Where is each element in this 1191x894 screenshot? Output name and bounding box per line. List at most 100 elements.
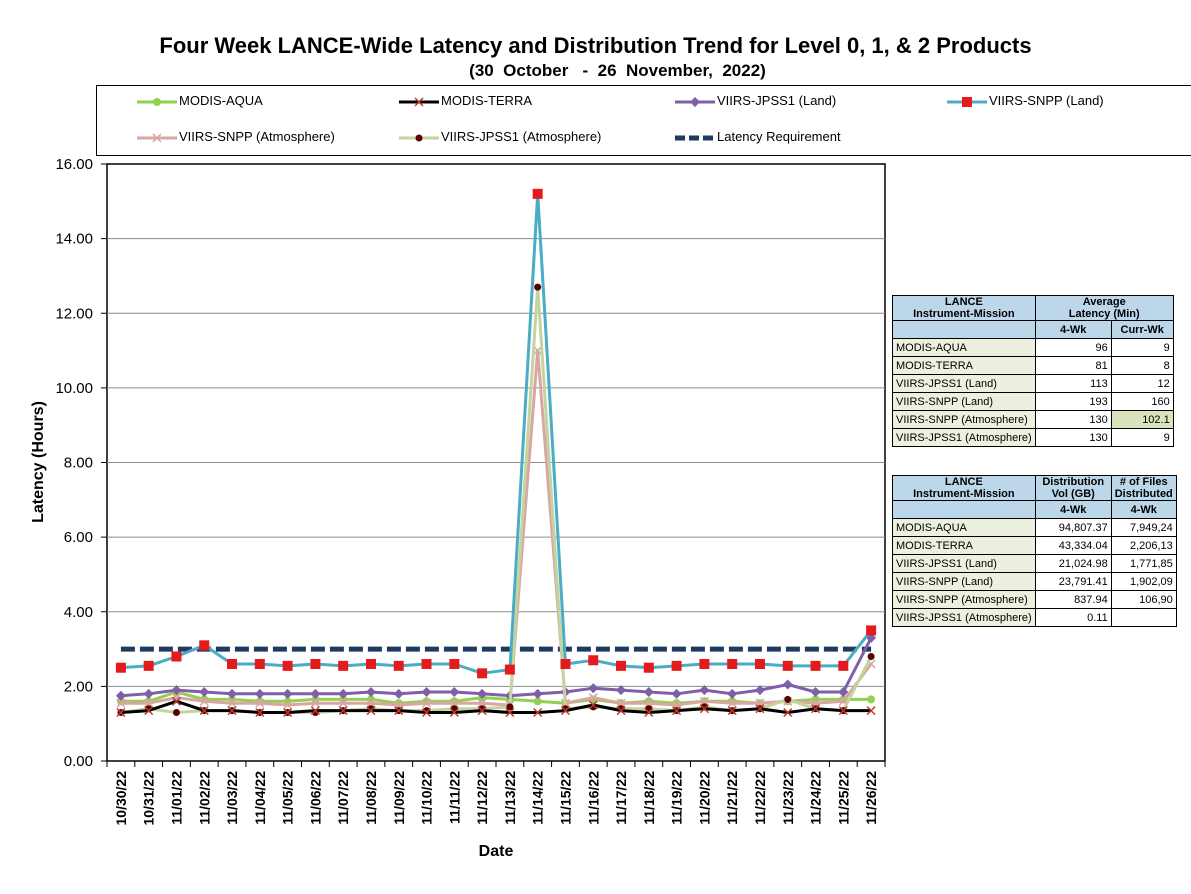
data-point [838, 660, 849, 671]
y-tick-label: 8.00 [64, 455, 93, 472]
series-viirs-snpp-land [115, 188, 877, 679]
legend-swatch [137, 97, 177, 106]
data-point [782, 679, 793, 690]
data-point [588, 693, 598, 703]
y-tick-label: 4.00 [64, 604, 93, 621]
data-point [699, 658, 710, 669]
data-point [699, 704, 709, 714]
series-group [115, 188, 877, 718]
legend-label: MODIS-TERRA [441, 93, 532, 108]
series-line [120, 192, 873, 675]
data-point [644, 707, 654, 718]
data-point [754, 685, 765, 696]
x-tick-label: 11/22/22 [752, 771, 768, 825]
data-point [783, 707, 793, 718]
y-tick-label: 10.00 [55, 380, 93, 397]
x-tick-label: 11/19/22 [669, 771, 685, 825]
data-point [810, 686, 821, 697]
x-tick-label: 11/16/22 [585, 771, 601, 825]
data-point [254, 688, 265, 699]
series-viirs-jpss1-land [115, 632, 877, 701]
legend-label: MODIS-AQUA [179, 93, 263, 108]
data-point [727, 688, 738, 699]
x-tick-label: 10/31/22 [141, 771, 157, 826]
legend-label: VIIRS-SNPP (Land) [989, 93, 1104, 108]
x-tick-label: 11/08/22 [363, 771, 379, 825]
data-point [227, 706, 237, 716]
data-point [782, 660, 793, 671]
data-point [365, 686, 376, 697]
data-point [422, 698, 432, 708]
data-point [867, 695, 876, 704]
series-line [120, 349, 873, 707]
data-point [199, 640, 210, 651]
legend-swatch [675, 135, 715, 141]
data-point [866, 706, 876, 716]
data-point [699, 685, 710, 696]
data-point [422, 707, 432, 718]
data-point [310, 706, 320, 716]
data-point [365, 658, 376, 669]
data-point [283, 707, 293, 718]
data-point [171, 685, 182, 696]
data-point [810, 660, 821, 671]
data-point [366, 706, 376, 716]
data-point [477, 698, 487, 708]
data-point [199, 686, 210, 697]
data-point [227, 698, 237, 708]
data-point [171, 651, 182, 662]
data-point [560, 706, 570, 716]
legend: MODIS-AQUA MODIS-TERRA VIIRS-JPSS1 (Land… [96, 85, 1191, 156]
y-tick-label: 16.00 [55, 156, 93, 173]
data-point [533, 707, 543, 718]
y-tick-label: 14.00 [55, 231, 93, 248]
data-point [310, 698, 320, 708]
data-point [171, 693, 181, 703]
legend-item-modis-terra: MODIS-TERRA [399, 93, 532, 108]
legend-label: Latency Requirement [717, 129, 841, 144]
legend-item-latency-requirement: Latency Requirement [675, 129, 841, 144]
legend-swatch [399, 97, 439, 107]
data-point [283, 700, 293, 710]
y-tick-label: 0.00 [64, 753, 93, 770]
x-tick-label: 11/24/22 [808, 771, 824, 825]
x-tick-label: 11/17/22 [613, 771, 629, 825]
y-tick-label: 12.00 [55, 305, 93, 322]
legend-swatch [675, 96, 715, 107]
x-tick-label: 11/07/22 [335, 771, 351, 825]
data-point [838, 706, 848, 716]
y-tick-label: 6.00 [64, 529, 93, 546]
x-tick-label: 11/15/22 [557, 771, 573, 825]
data-point [338, 660, 349, 671]
data-point [671, 660, 682, 671]
data-point [560, 658, 571, 669]
data-point [672, 706, 682, 716]
chart-subtitle: (30 October - 26 November, 2022) [469, 61, 766, 80]
series-line [120, 637, 873, 698]
data-point [477, 688, 488, 699]
data-point [227, 688, 238, 699]
data-point [393, 660, 404, 671]
data-point [643, 686, 654, 697]
data-point [116, 707, 126, 718]
data-point [671, 688, 682, 699]
legend-item-viirs-jpss1-land: VIIRS-JPSS1 (Land) [675, 93, 836, 108]
data-point [643, 662, 654, 673]
data-point [534, 283, 542, 291]
data-point [449, 698, 459, 708]
data-point [755, 704, 765, 714]
legend-swatch [947, 96, 987, 107]
legend-label: VIIRS-JPSS1 (Land) [717, 93, 837, 108]
data-point [116, 698, 126, 708]
data-point [616, 660, 627, 671]
data-point [144, 698, 154, 708]
data-point [644, 698, 654, 708]
legend-item-viirs-jpss1-atm: VIIRS-JPSS1 (Atmosphere) [399, 129, 601, 144]
series-modis-terra [116, 696, 876, 718]
data-point [171, 696, 181, 706]
data-point [588, 655, 599, 666]
data-point [338, 698, 348, 708]
data-point [282, 660, 293, 671]
data-point [199, 706, 209, 716]
data-point [115, 690, 126, 701]
